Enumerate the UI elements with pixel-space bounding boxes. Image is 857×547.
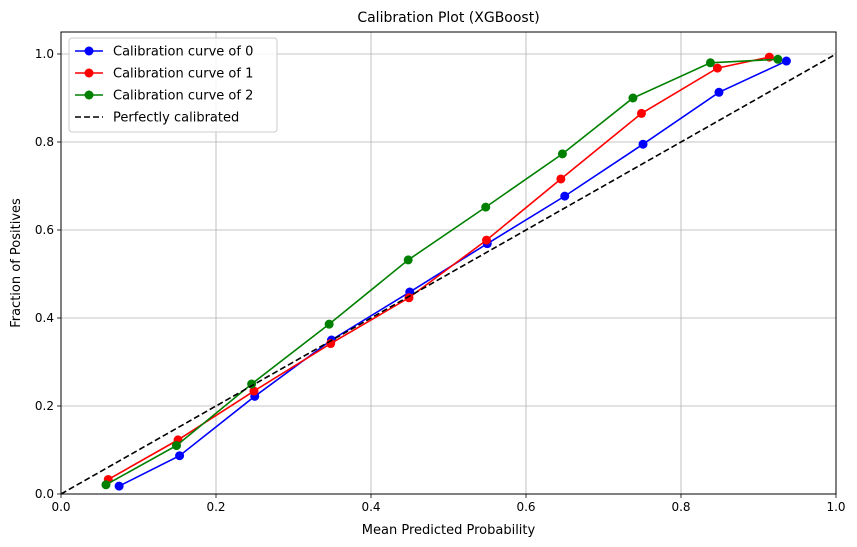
legend-label: Calibration curve of 2 bbox=[113, 89, 253, 104]
legend-swatch-marker bbox=[84, 68, 94, 78]
y-tick-label: 0.0 bbox=[35, 487, 54, 501]
data-point bbox=[636, 108, 646, 118]
y-tick-label: 0.6 bbox=[35, 223, 54, 237]
data-point bbox=[712, 63, 722, 73]
legend-swatch-marker bbox=[84, 46, 94, 56]
y-tick-label: 1.0 bbox=[35, 47, 54, 61]
plot-frame bbox=[60, 31, 837, 495]
data-point bbox=[404, 293, 414, 303]
legend-label: Calibration curve of 0 bbox=[113, 45, 253, 60]
legend: Calibration curve of 0 Calibration curve … bbox=[68, 37, 278, 133]
series-3 bbox=[60, 53, 837, 495]
data-point bbox=[714, 87, 724, 97]
legend-box bbox=[68, 37, 278, 133]
x-axis-label: Mean Predicted Probability bbox=[362, 523, 536, 538]
data-point bbox=[101, 480, 111, 490]
legend-item: Calibration curve of 0 bbox=[75, 45, 253, 60]
chart-title: Calibration Plot (XGBoost) bbox=[357, 10, 539, 26]
data-point bbox=[638, 139, 648, 149]
data-point bbox=[781, 56, 791, 66]
legend-label: Calibration curve of 1 bbox=[113, 67, 253, 82]
x-tick-label: 0.2 bbox=[206, 500, 225, 514]
y-tick-label: 0.4 bbox=[35, 311, 54, 325]
data-point bbox=[773, 54, 783, 64]
y-tick-label: 0.2 bbox=[35, 399, 54, 413]
data-point bbox=[628, 93, 638, 103]
series-line bbox=[60, 53, 837, 495]
data-point bbox=[324, 319, 334, 329]
axis-ticks: 0.0 0.2 0.4 0.6 0.8 1.0 0.0 0.2 0.4 0.6 0.8 1.0 bbox=[35, 47, 846, 514]
data-point bbox=[247, 379, 257, 389]
legend-item: Perfectly calibrated bbox=[75, 111, 239, 126]
data-point bbox=[171, 441, 181, 451]
series-line bbox=[105, 58, 778, 486]
legend-item: Calibration curve of 2 bbox=[75, 89, 253, 104]
data-point bbox=[249, 386, 259, 396]
data-point bbox=[114, 481, 124, 491]
data-point bbox=[556, 174, 566, 184]
series-line bbox=[107, 56, 770, 481]
x-tick-label: 0.0 bbox=[51, 500, 70, 514]
y-axis-label: Fraction of Positives bbox=[9, 198, 24, 328]
y-tick-label: 0.8 bbox=[35, 135, 54, 149]
data-point bbox=[481, 202, 491, 212]
legend-label: Perfectly calibrated bbox=[113, 111, 239, 126]
x-tick-label: 0.8 bbox=[671, 500, 690, 514]
legend-swatch-marker bbox=[84, 90, 94, 100]
data-point bbox=[560, 191, 570, 201]
data-point bbox=[557, 149, 567, 159]
x-tick-label: 1.0 bbox=[826, 500, 845, 514]
data-point bbox=[403, 255, 413, 265]
series-2 bbox=[101, 54, 783, 490]
plot-series bbox=[60, 52, 837, 495]
data-point bbox=[481, 235, 491, 245]
data-point bbox=[175, 451, 185, 461]
legend-item: Calibration curve of 1 bbox=[75, 67, 253, 82]
x-tick-label: 0.4 bbox=[361, 500, 380, 514]
data-point bbox=[705, 58, 715, 68]
x-tick-label: 0.6 bbox=[516, 500, 535, 514]
